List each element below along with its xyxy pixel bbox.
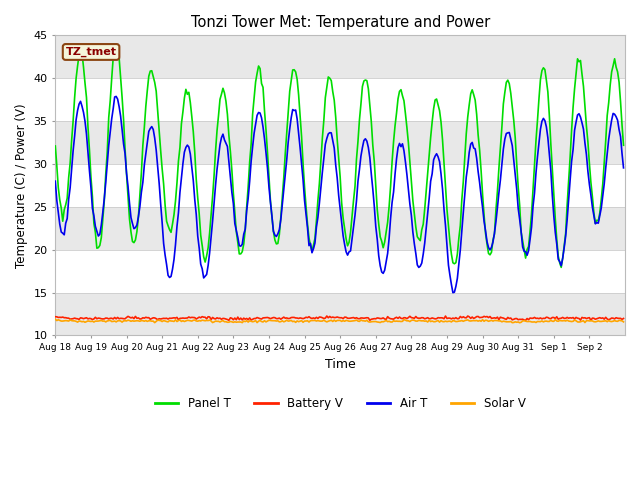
Bar <box>55 164 625 207</box>
Bar <box>55 36 625 78</box>
Title: Tonzi Tower Met: Temperature and Power: Tonzi Tower Met: Temperature and Power <box>191 15 490 30</box>
Bar <box>55 292 625 336</box>
Legend: Panel T, Battery V, Air T, Solar V: Panel T, Battery V, Air T, Solar V <box>150 392 531 415</box>
Text: TZ_tmet: TZ_tmet <box>65 47 116 57</box>
Bar <box>55 250 625 292</box>
X-axis label: Time: Time <box>324 358 356 371</box>
Bar <box>55 121 625 164</box>
Y-axis label: Temperature (C) / Power (V): Temperature (C) / Power (V) <box>15 103 28 268</box>
Bar <box>55 207 625 250</box>
Bar <box>55 78 625 121</box>
